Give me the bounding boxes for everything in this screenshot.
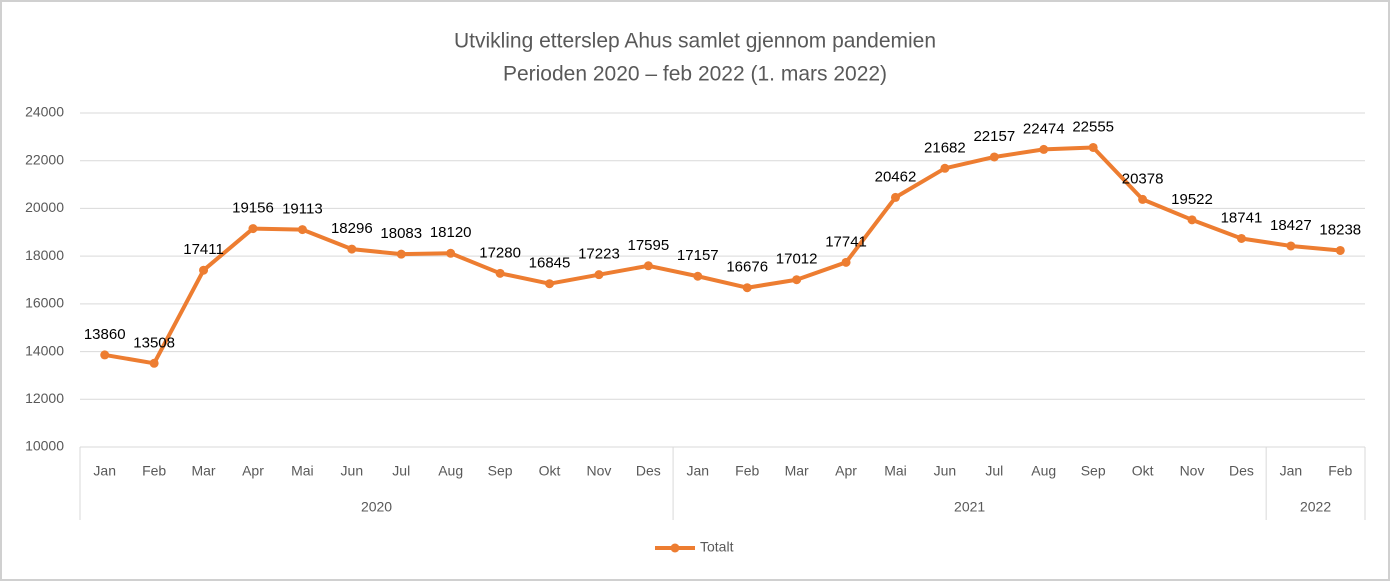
x-tick-label: Sep (488, 463, 513, 479)
data-label: 17012 (776, 251, 818, 268)
data-label: 17280 (479, 244, 521, 261)
data-point (396, 249, 406, 259)
data-label: 19156 (232, 200, 274, 217)
data-point (792, 275, 802, 285)
data-point (1039, 144, 1049, 154)
x-tick-label: Mai (291, 463, 314, 479)
x-tick-label: Mai (884, 463, 907, 479)
data-label: 16676 (726, 259, 768, 276)
legend-marker (670, 543, 680, 553)
x-tick-label: Feb (735, 463, 759, 479)
data-label: 18238 (1319, 221, 1361, 238)
series-line (104, 145, 1341, 366)
data-label: 17411 (183, 241, 224, 258)
x-tick-label: Jan (686, 463, 709, 479)
y-tick-label: 18000 (25, 247, 64, 263)
x-tick-label: Jan (1280, 463, 1303, 479)
x-tick-label: Nov (1180, 463, 1205, 479)
data-point (841, 257, 851, 267)
x-tick-label: Feb (142, 463, 166, 479)
data-point (1236, 233, 1246, 243)
x-tick-label: Des (1229, 463, 1254, 479)
x-tick-label: Aug (438, 463, 463, 479)
data-point (248, 224, 258, 234)
data-label: 13508 (133, 334, 175, 351)
y-tick-label: 24000 (25, 104, 64, 120)
y-tick-label: 16000 (25, 295, 64, 311)
chart-title: Utvikling etterslep Ahus samlet gjennom … (454, 30, 936, 53)
data-point (1088, 142, 1098, 152)
data-point (347, 244, 357, 254)
data-point (100, 350, 110, 360)
y-tick-label: 10000 (25, 438, 64, 454)
data-label: 16845 (529, 255, 571, 272)
data-point (297, 225, 307, 235)
y-tick-label: 14000 (25, 342, 64, 358)
data-point (742, 283, 752, 293)
data-label: 18083 (380, 225, 422, 242)
x-tick-label: Okt (539, 463, 561, 479)
data-point (940, 163, 950, 173)
x-tick-label: Apr (835, 463, 857, 479)
data-label: 18120 (430, 224, 472, 241)
data-label: 18741 (1221, 209, 1263, 226)
x-tick-label: Jul (985, 463, 1003, 479)
data-label: 18296 (331, 220, 373, 237)
data-label: 22555 (1072, 118, 1114, 135)
data-label: 20462 (875, 168, 917, 185)
x-group-label: 2021 (954, 499, 985, 515)
data-point (594, 270, 604, 280)
x-group-label: 2020 (361, 499, 392, 515)
x-tick-label: Des (636, 463, 661, 479)
data-label: 13860 (84, 326, 126, 343)
data-point (890, 192, 900, 202)
data-label: 17223 (578, 246, 620, 263)
x-tick-label: Okt (1132, 463, 1154, 479)
data-label: 17741 (825, 233, 867, 250)
data-label: 19113 (282, 201, 323, 218)
data-label: 17157 (677, 247, 719, 264)
data-label: 17595 (628, 237, 670, 254)
data-point (989, 152, 999, 162)
x-group-label: 2022 (1300, 499, 1331, 515)
data-point (1138, 194, 1148, 204)
x-tick-label: Feb (1328, 463, 1352, 479)
x-tick-label: Aug (1031, 463, 1056, 479)
data-point (446, 248, 456, 258)
data-point (1187, 215, 1197, 225)
legend-label: Totalt (700, 539, 734, 555)
data-label: 19522 (1171, 191, 1213, 208)
x-tick-label: Jan (93, 463, 116, 479)
y-tick-label: 22000 (25, 151, 64, 167)
data-point (1286, 241, 1296, 251)
x-tick-label: Apr (242, 463, 264, 479)
data-point (545, 279, 555, 289)
x-tick-label: Jun (341, 463, 364, 479)
chart-subtitle: Perioden 2020 – feb 2022 (1. mars 2022) (503, 63, 887, 86)
x-tick-label: Mar (785, 463, 809, 479)
data-point (149, 358, 159, 368)
data-point (199, 265, 209, 275)
x-tick-label: Nov (586, 463, 611, 479)
data-label: 22157 (973, 128, 1015, 145)
data-label: 22474 (1023, 120, 1065, 137)
data-label: 20378 (1122, 170, 1164, 187)
y-tick-label: 12000 (25, 390, 64, 406)
data-label: 21682 (924, 139, 966, 156)
data-point (1335, 245, 1345, 255)
data-point (495, 268, 505, 278)
data-point (693, 271, 703, 281)
y-tick-label: 20000 (25, 199, 64, 215)
x-tick-label: Jun (934, 463, 957, 479)
data-label: 18427 (1270, 217, 1312, 234)
data-point (643, 261, 653, 271)
x-tick-label: Sep (1081, 463, 1106, 479)
x-tick-label: Mar (191, 463, 215, 479)
x-tick-label: Jul (392, 463, 410, 479)
